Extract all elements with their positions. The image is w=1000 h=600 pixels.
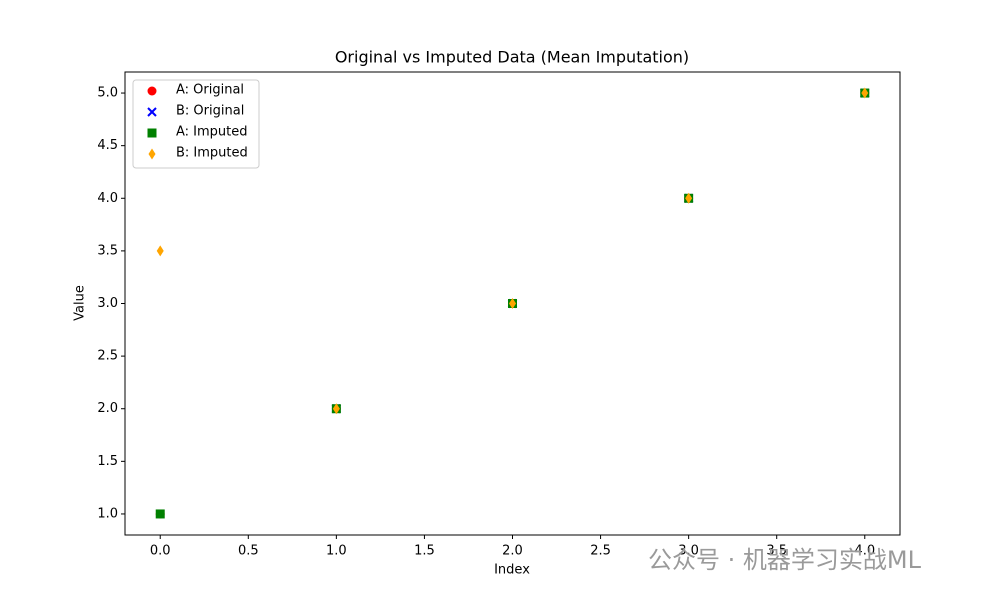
chart-title: Original vs Imputed Data (Mean Imputatio… xyxy=(335,48,689,67)
point xyxy=(861,87,869,99)
legend-marker xyxy=(147,107,157,117)
point xyxy=(509,298,516,309)
point xyxy=(155,509,165,519)
legend-label: A: Original xyxy=(176,83,244,98)
x-tick-label: 1.5 xyxy=(414,544,435,559)
legend-box xyxy=(132,79,260,169)
y-tick-label: 3.0 xyxy=(97,296,118,311)
y-tick-label: 1.5 xyxy=(97,454,118,469)
marker-stroke xyxy=(147,107,157,117)
x-axis-label: Index xyxy=(494,563,530,578)
x-tick-label: 3.0 xyxy=(678,544,699,559)
y-tick-label: 4.5 xyxy=(97,138,118,153)
x-tick-label: 2.5 xyxy=(590,544,611,559)
legend-marker xyxy=(147,128,157,138)
legend-label: B: Imputed xyxy=(176,146,248,161)
x-tick-label: 0.5 xyxy=(238,544,259,559)
y-tick-label: 4.0 xyxy=(97,191,118,206)
watermark: 公众号 · 机器学习实战ML xyxy=(648,546,922,574)
legend-label: A: Imputed xyxy=(176,125,248,140)
x-tick-label: 0.0 xyxy=(150,544,171,559)
x-tick-label: 3.5 xyxy=(766,544,787,559)
y-tick-label: 1.0 xyxy=(97,506,118,521)
y-tick-label: 5.0 xyxy=(97,86,118,101)
x-tick-label: 2.0 xyxy=(502,544,523,559)
y-axis-label: Value xyxy=(73,285,88,321)
point xyxy=(685,192,693,204)
y-tick-label: 3.5 xyxy=(97,243,118,258)
x-tick-label: 1.0 xyxy=(326,544,347,559)
legend-label: B: Original xyxy=(176,104,244,119)
legend-marker xyxy=(147,86,157,96)
y-tick-label: 2.0 xyxy=(97,401,118,416)
legend-marker xyxy=(148,148,156,160)
point xyxy=(156,245,164,257)
x-tick-label: 4.0 xyxy=(854,544,875,559)
y-tick-label: 2.5 xyxy=(97,349,118,364)
point xyxy=(332,403,340,415)
